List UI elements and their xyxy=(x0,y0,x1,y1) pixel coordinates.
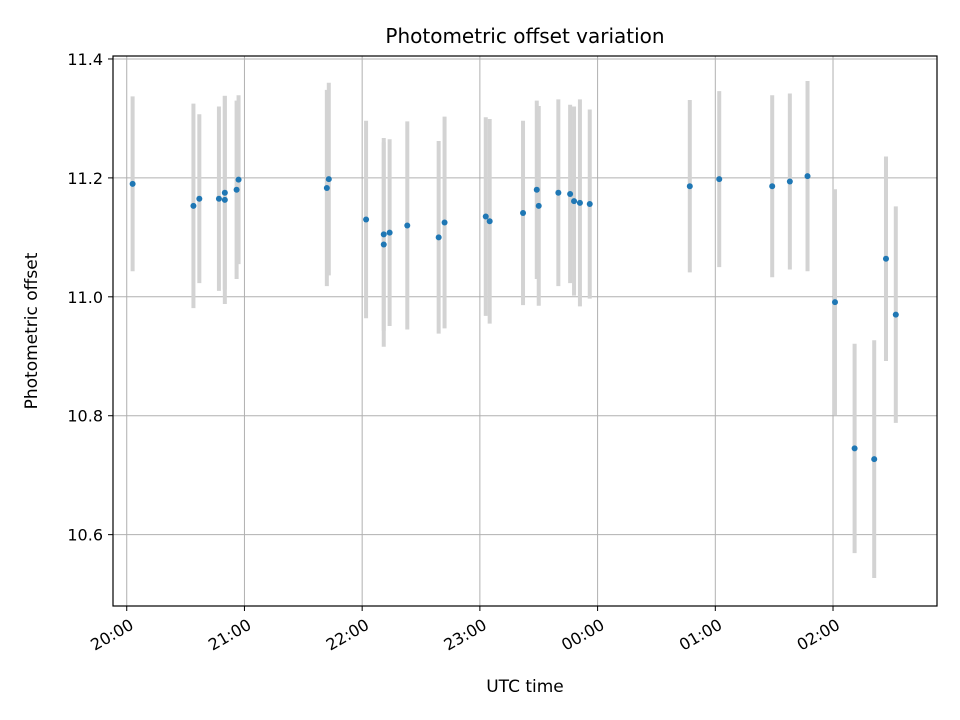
y-tick-label: 11.4 xyxy=(67,50,103,69)
data-point xyxy=(567,190,574,197)
y-tick-label: 10.6 xyxy=(67,526,103,545)
data-point xyxy=(520,209,527,216)
data-points xyxy=(129,173,899,463)
data-point xyxy=(386,229,393,236)
y-tick-label: 10.8 xyxy=(67,407,103,426)
y-tick-label: 11.2 xyxy=(67,169,103,188)
chart-title: Photometric offset variation xyxy=(385,24,664,48)
plot-frame xyxy=(112,55,938,607)
data-point xyxy=(586,201,593,208)
data-point xyxy=(196,195,203,202)
data-point xyxy=(535,202,542,209)
data-point xyxy=(716,176,723,183)
data-point xyxy=(441,219,448,226)
data-point xyxy=(380,241,387,248)
data-point xyxy=(233,186,240,193)
data-point xyxy=(221,196,228,203)
data-point xyxy=(831,299,838,306)
data-point xyxy=(851,445,858,452)
data-point xyxy=(533,186,540,193)
y-axis-ticks: 10.6 10.8 11.0 11.2 11.4 xyxy=(67,50,113,545)
data-point xyxy=(435,234,442,241)
data-point xyxy=(380,231,387,238)
data-point xyxy=(325,176,332,183)
data-point xyxy=(571,198,578,205)
y-axis-title: Photometric offset xyxy=(22,252,42,409)
x-axis-title: UTC time xyxy=(486,677,564,697)
data-point xyxy=(482,213,489,220)
data-point xyxy=(686,183,693,190)
data-point xyxy=(235,176,242,183)
data-point xyxy=(786,178,793,185)
data-point xyxy=(871,456,878,463)
data-point xyxy=(215,195,222,202)
data-point xyxy=(804,173,811,180)
data-point xyxy=(404,222,411,229)
data-point xyxy=(129,180,136,187)
data-point xyxy=(555,189,562,196)
data-point xyxy=(882,255,889,262)
data-point xyxy=(221,189,228,196)
data-point xyxy=(190,202,197,209)
data-point xyxy=(486,218,493,225)
y-tick-label: 11.0 xyxy=(67,288,103,307)
data-point xyxy=(769,183,776,190)
data-point xyxy=(323,185,330,191)
data-point xyxy=(576,199,583,206)
data-point xyxy=(892,311,899,318)
data-point xyxy=(363,216,370,223)
